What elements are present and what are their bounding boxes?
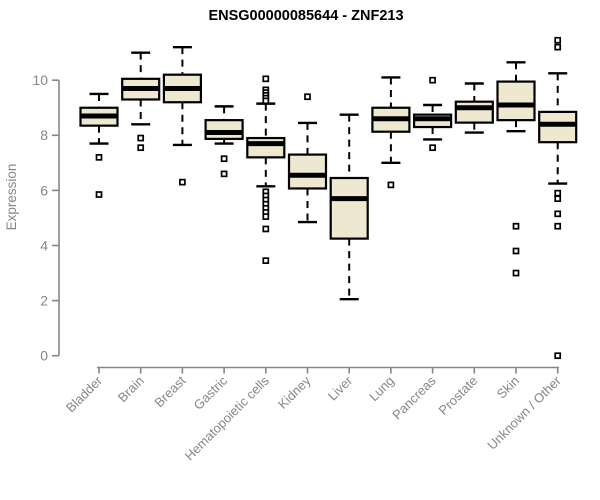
x-tick-label-pancreas: Pancreas: [389, 373, 439, 423]
x-tick-label-prostate: Prostate: [436, 373, 481, 418]
outlier-point: [387, 181, 395, 189]
x-tick-label-skin: Skin: [494, 373, 522, 401]
iqr-box: [496, 80, 536, 122]
chart-title: ENSG00000085644 - ZNF213: [208, 8, 403, 24]
outlier-point: [554, 352, 562, 360]
boxplot-breast: [162, 45, 202, 186]
outlier-point: [429, 76, 436, 84]
y-tick-label: 8: [40, 127, 48, 143]
y-tick-label: 6: [40, 182, 48, 198]
x-tick-label-kidney: Kidney: [275, 373, 314, 412]
outlier-point: [554, 43, 562, 51]
iqr-box: [246, 136, 286, 159]
outlier-point: [95, 191, 103, 198]
outlier-point: [429, 144, 436, 152]
boxplot-skin: [496, 61, 536, 277]
iqr-box: [204, 119, 244, 140]
x-tick-label-gastric: Gastric: [191, 373, 231, 413]
boxplot-liver: [329, 113, 369, 301]
iqr-box: [454, 100, 494, 124]
outlier-point: [304, 93, 311, 101]
x-tick-label-brain: Brain: [115, 373, 147, 405]
outlier-point: [179, 178, 186, 186]
boxplot-brain: [121, 51, 161, 152]
outlier-point: [554, 189, 562, 197]
outlier-point: [137, 134, 145, 142]
x-tick-label-liver: Liver: [325, 373, 356, 404]
x-tick-label-lung: Lung: [366, 373, 397, 404]
outlier-point: [554, 222, 562, 230]
iqr-box: [538, 110, 578, 144]
boxplot-pancreas: [413, 76, 453, 152]
boxplot-gastric: [204, 105, 244, 178]
outlier-point: [95, 153, 103, 161]
outlier-point: [262, 97, 270, 105]
outlier-point: [220, 155, 228, 163]
outlier-point: [512, 222, 520, 230]
outlier-point: [512, 247, 520, 255]
y-tick-label: 2: [40, 293, 48, 309]
x-tick-label-breast: Breast: [151, 373, 188, 410]
y-axis-label: Expression: [4, 164, 19, 231]
iqr-box: [287, 153, 328, 190]
box-series: [79, 36, 578, 360]
y-tick-label: 10: [32, 72, 48, 88]
y-tick-label: 0: [40, 348, 48, 364]
boxplot-hematopoietic-cells: [246, 75, 286, 265]
boxplot-unknown-other: [538, 36, 578, 360]
outlier-point: [262, 213, 270, 220]
outlier-point: [262, 225, 270, 233]
x-tick-label-unknown-other: Unknown / Other: [484, 373, 564, 453]
outlier-point: [512, 269, 520, 277]
outlier-point: [262, 257, 270, 265]
outlier-point: [262, 75, 270, 83]
y-tick-label: 4: [40, 237, 48, 253]
y-axis: 0 2 4 6 8 10: [32, 72, 60, 364]
outlier-point: [220, 170, 228, 178]
iqr-box: [329, 176, 369, 240]
outlier-point: [554, 210, 562, 218]
outlier-point: [554, 36, 562, 44]
boxplot-lung: [371, 76, 411, 189]
boxplot-bladder: [79, 92, 119, 198]
boxplot-prostate: [454, 82, 494, 134]
outlier-point: [137, 144, 145, 152]
x-tick-label-bladder: Bladder: [63, 373, 106, 416]
boxplot-kidney: [287, 93, 328, 224]
outlier-point: [554, 195, 562, 203]
